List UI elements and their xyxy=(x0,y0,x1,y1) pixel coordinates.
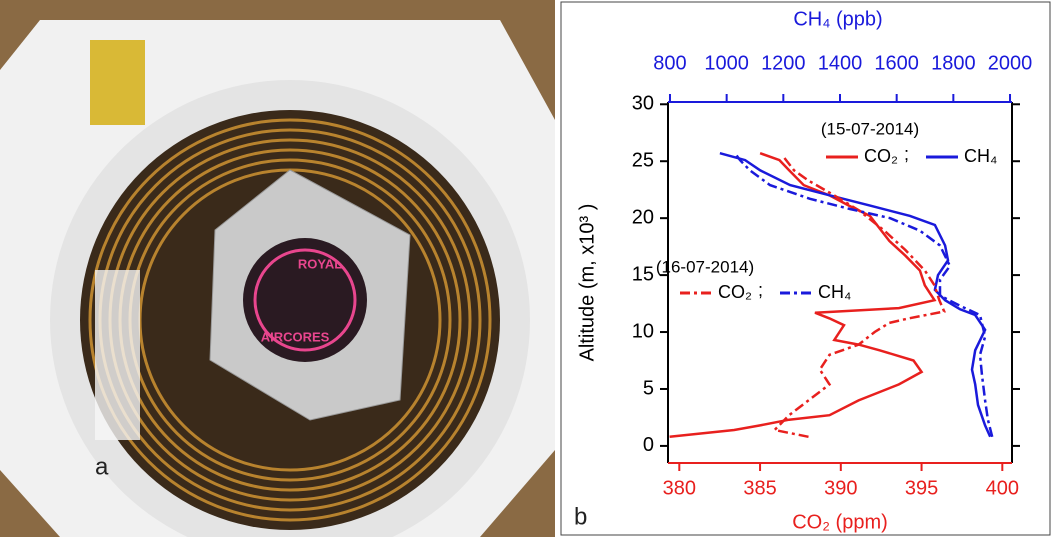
x-tick-label: 390 xyxy=(824,477,857,499)
x2-tick-label: 1400 xyxy=(818,52,863,74)
circuit-board xyxy=(90,40,145,125)
legend-label: CO₂ xyxy=(864,146,898,166)
x2-tick-label: 1600 xyxy=(874,52,919,74)
y-tick-label: 25 xyxy=(632,149,654,171)
chart-frame xyxy=(560,1,1051,536)
legend-separator: ; xyxy=(758,280,763,300)
x2-axis-label: CH₄ (ppb) xyxy=(793,8,882,30)
logo-text: ROYAL xyxy=(298,256,342,271)
legend-label: CO₂ xyxy=(718,282,752,302)
x-tick-label: 400 xyxy=(986,477,1019,499)
valve-block xyxy=(95,270,140,440)
y-tick-label: 30 xyxy=(632,93,654,115)
y-tick-label: 15 xyxy=(632,263,654,285)
y-tick-label: 5 xyxy=(643,377,654,399)
x-axis-label: CO₂ (ppm) xyxy=(792,511,888,533)
x-tick-label: 395 xyxy=(905,477,938,499)
legend-label: CH₄ xyxy=(964,146,997,166)
y-tick-label: 10 xyxy=(632,320,654,342)
y-tick-label: 20 xyxy=(632,206,654,228)
x2-tick-label: 800 xyxy=(653,52,686,74)
y-axis-label: Altitude (m, x10³ ) xyxy=(576,204,598,362)
x-tick-label: 385 xyxy=(743,477,776,499)
photo-panel: ROYAL AIRCORES a xyxy=(0,0,555,542)
legend-title: (16-07-2014) xyxy=(656,257,754,276)
x2-tick-label: 1800 xyxy=(931,52,976,74)
x2-tick-label: 1200 xyxy=(761,52,806,74)
x-tick-label: 380 xyxy=(663,477,696,499)
profile-line xyxy=(733,152,994,438)
y-tick-label: 0 xyxy=(643,434,654,456)
profile-line xyxy=(772,157,946,439)
x2-tick-label: 1000 xyxy=(704,52,749,74)
chart: 0 5 10 15 20 25 30 380 385 390 395 400 800 1000 1200 14… xyxy=(574,8,1032,533)
profile-line xyxy=(669,152,937,439)
logo-text: AIRCORES xyxy=(261,329,330,344)
legend-title: (15-07-2014) xyxy=(821,119,919,138)
legend-label: CH₄ xyxy=(818,282,851,302)
x2-tick-label: 2000 xyxy=(988,52,1033,74)
profile-line xyxy=(719,151,992,438)
panel-label: a xyxy=(95,453,109,480)
panel-label: b xyxy=(574,503,587,530)
logo-ring xyxy=(253,248,357,352)
logo-disc xyxy=(243,238,367,362)
legend-separator: ; xyxy=(904,144,909,164)
